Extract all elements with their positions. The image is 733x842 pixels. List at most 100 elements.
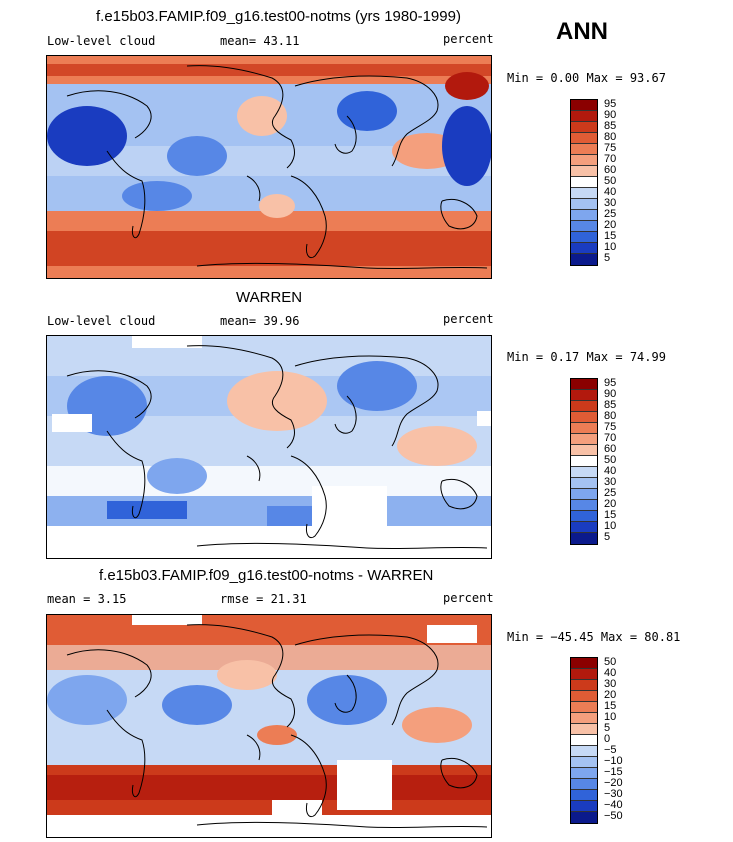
colorbar-tick-label: 70 [604,432,617,444]
map-field-patch [402,707,472,743]
colorbar-swatch [571,412,597,423]
map-field-patch [47,615,491,645]
colorbar-swatch [571,669,597,680]
colorbar-tick-label: −30 [604,788,623,800]
colorbar-tick-label: 70 [604,153,617,165]
colorbar-tick-label: 5 [604,531,611,543]
colorbar-tick-label: 95 [604,98,617,110]
panel2-variable-label: Low-level cloud [47,314,156,328]
colorbar-swatch [571,713,597,724]
colorbar-tick-label: 90 [604,109,617,121]
colorbar-swatch [571,478,597,489]
map-field [47,615,491,837]
colorbar-tick-label: 30 [604,476,617,488]
coastline [196,542,488,550]
map-field-patch [122,181,192,211]
map-field-patch [147,458,207,494]
colorbar-tick-label: 80 [604,410,617,422]
colorbar-swatch [571,801,597,812]
colorbar-swatch [571,144,597,155]
colorbar-swatch [571,254,597,265]
map-field-patch [442,106,491,186]
colorbar-tick-label: 50 [604,175,617,187]
map-field-patch [272,800,322,815]
colorbar-swatch [571,724,597,735]
colorbar-tick-label: 10 [604,711,617,723]
colorbar-swatch [571,489,597,500]
colorbar-tick-label: 50 [604,656,617,668]
colorbar-swatch [571,133,597,144]
colorbar-swatch [571,456,597,467]
colorbar-tick-label: −40 [604,799,623,811]
colorbar-tick-label: 15 [604,700,617,712]
colorbar-tick-label: 40 [604,186,617,198]
map-field-patch [47,815,491,837]
colorbar-swatch [571,680,597,691]
colorbar-swatch [571,445,597,456]
coastline [106,150,146,239]
map-field-patch [132,336,202,348]
panel3-title: f.e15b03.FAMIP.f09_g16.test00-notms - WA… [99,567,434,584]
panel2-colorbar [570,378,598,545]
map-field-patch [52,414,92,432]
colorbar-tick-label: 30 [604,678,617,690]
colorbar-tick-label: 40 [604,667,617,679]
panel3-mean-label: mean = 3.15 [47,592,127,606]
coastline [246,175,261,202]
colorbar-swatch [571,757,597,768]
colorbar-swatch [571,691,597,702]
colorbar-tick-label: 30 [604,197,617,209]
map-field-patch [107,501,187,519]
colorbar-swatch [571,166,597,177]
colorbar-tick-label: 95 [604,377,617,389]
map-field [47,336,491,558]
map-field-patch [259,194,295,218]
colorbar-tick-label: 0 [604,733,611,745]
coastline [294,75,439,167]
panel3-units-label: percent [443,591,494,605]
colorbar-swatch [571,702,597,713]
coastline [440,758,478,789]
panel2-mean-label: mean= 39.96 [220,314,300,328]
map-field-patch [167,136,227,176]
colorbar-swatch [571,401,597,412]
colorbar-swatch [571,243,597,254]
map-field-patch [217,660,277,690]
colorbar-swatch [571,779,597,790]
map-field-patch [257,725,297,745]
map-field-patch [337,91,397,131]
colorbar-swatch [571,232,597,243]
colorbar-tick-label: 25 [604,487,617,499]
colorbar-swatch [571,423,597,434]
coastline [66,370,152,419]
panel2-title: WARREN [236,289,303,306]
colorbar-swatch [571,746,597,757]
colorbar-swatch [571,379,597,390]
colorbar-swatch [571,522,597,533]
coastline [440,479,478,510]
colorbar-swatch [571,812,597,823]
map-field-patch [47,64,491,76]
colorbar-tick-label: 60 [604,164,617,176]
colorbar-tick-label: 5 [604,722,611,734]
map-field-patch [132,615,202,625]
colorbar-tick-label: −20 [604,777,623,789]
panel1-units-label: percent [443,32,494,46]
coastline [106,430,146,519]
colorbar-tick-label: 15 [604,230,617,242]
map-field-patch [47,775,491,800]
panel1-variable-label: Low-level cloud [47,34,156,48]
colorbar-swatch [571,511,597,522]
colorbar-tick-label: 40 [604,465,617,477]
panel3-map [46,614,492,838]
coastline [186,345,295,449]
colorbar-swatch [571,790,597,801]
panel3-colorbar [570,657,598,824]
colorbar-tick-label: 60 [604,443,617,455]
colorbar-swatch [571,390,597,401]
coastline [246,734,261,761]
colorbar-swatch [571,735,597,746]
coastline [186,65,295,169]
map-field-patch [47,675,127,725]
colorbar-tick-label: 85 [604,399,617,411]
